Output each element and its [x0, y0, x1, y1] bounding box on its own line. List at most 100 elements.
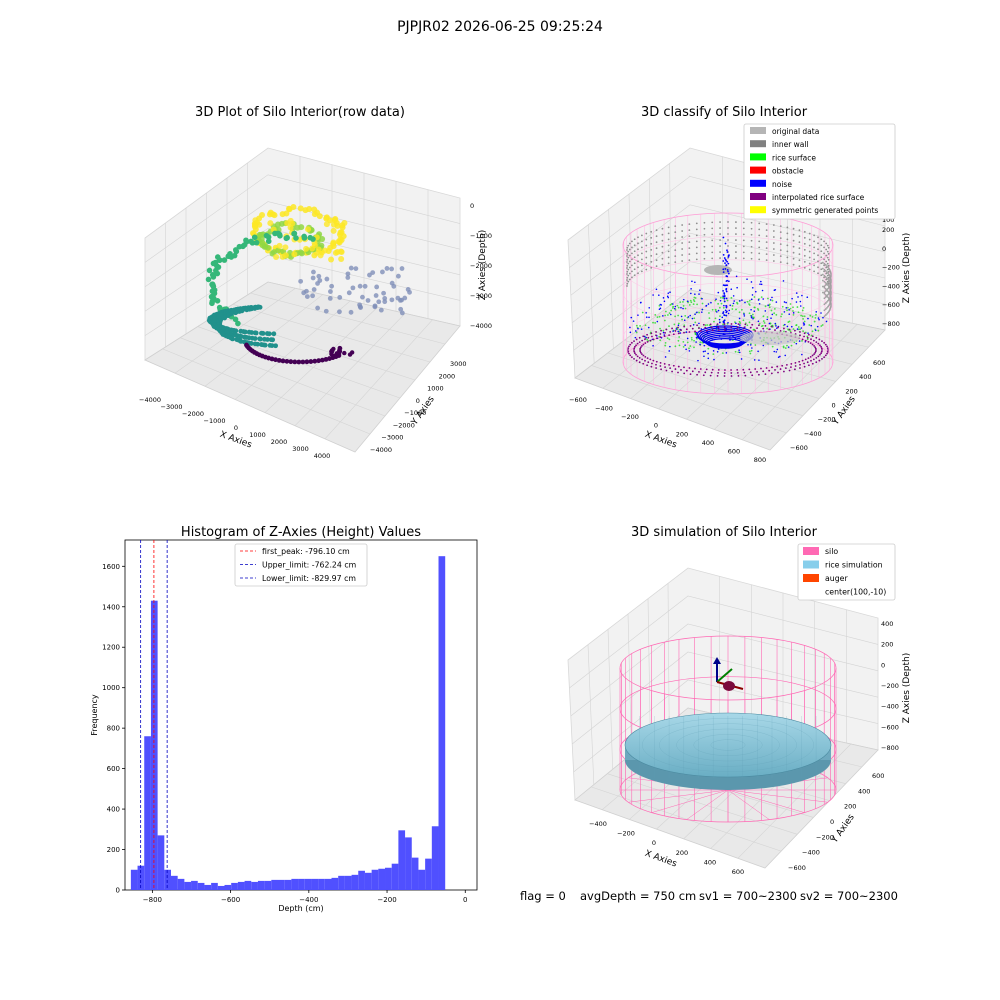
classify-point: [811, 315, 814, 318]
classify-point: [742, 239, 745, 242]
grid-line: [569, 595, 879, 689]
classify-point: [719, 315, 721, 318]
classify-point: [757, 320, 760, 323]
classify-point: [682, 307, 684, 310]
tick-label: 200: [676, 430, 688, 438]
classify-point: [658, 294, 660, 296]
classify-point: [723, 372, 726, 374]
tick-label: −400: [589, 820, 607, 828]
classify-point: [820, 312, 822, 314]
classify-point: [633, 262, 636, 265]
classify-point: [753, 310, 756, 313]
classify-point: [749, 371, 752, 374]
classify-point: [738, 311, 741, 314]
classify-point: [674, 305, 677, 308]
classify-point: [798, 229, 801, 232]
classify-legend: original data inner wall rice surface obsta…: [743, 123, 896, 220]
histogram-bar: [344, 875, 352, 890]
raw-point: [210, 295, 217, 302]
classify-point: [826, 250, 829, 253]
classify-point: [796, 328, 799, 330]
raw-point: [398, 306, 404, 312]
classify-point: [756, 327, 758, 330]
classify-point: [701, 341, 704, 344]
classify-point: [747, 343, 749, 346]
classify-point: [726, 275, 729, 278]
classify-point: [723, 257, 726, 259]
classify-point: [685, 369, 688, 372]
classify-point: [701, 302, 704, 305]
tick-label: −1000: [470, 232, 492, 240]
classify-point: [757, 299, 760, 301]
auger-axis-z-head: [713, 657, 721, 664]
classify-point: [688, 347, 690, 350]
histogram-bar: [191, 880, 198, 890]
rice-mesh: [676, 728, 780, 762]
classify-point: [818, 359, 821, 362]
classify-point: [663, 319, 666, 322]
classify-point: [818, 338, 821, 341]
classify-point: [701, 308, 704, 311]
classify-point: [664, 342, 667, 344]
classify-point: [626, 270, 629, 273]
classify-point: [646, 340, 649, 343]
panel-classify-3d: 3D classify of Silo Interior −600 −400 −20…: [567, 105, 912, 464]
classify-point: [683, 325, 686, 328]
raw-point: [332, 249, 339, 256]
raw-point: [279, 253, 286, 260]
classify-point: [667, 256, 670, 259]
classify-point: [635, 338, 638, 341]
classify-point: [823, 240, 825, 243]
histogram-y-ticks: 0 200 400 600 800 1000 1200 1400 1600: [102, 563, 125, 895]
classify-point: [633, 357, 635, 360]
classify-point: [628, 242, 631, 245]
classify-point: [726, 299, 729, 302]
classify-point: [736, 326, 739, 329]
classify-point: [821, 324, 824, 326]
classify-point: [795, 342, 798, 345]
classify-point: [695, 252, 698, 255]
classify-point: [783, 370, 785, 373]
classify-point: [806, 361, 809, 364]
classify-point: [752, 328, 755, 331]
classify-point: [711, 257, 714, 260]
classify-point: [798, 265, 801, 268]
footer-avg-depth: avgDepth = 750 cm: [580, 889, 696, 903]
histogram-title: Histogram of Z-Axies (Height) Values: [181, 525, 421, 540]
classify-point: [688, 229, 691, 232]
classify-point: [830, 304, 832, 306]
tick-label: 0: [881, 661, 885, 669]
classify-point: [765, 259, 768, 262]
tick-label: −800: [882, 320, 900, 328]
classify-point: [702, 323, 705, 326]
classify-point: [696, 311, 698, 314]
classify-point: [808, 238, 811, 241]
classify-point: [813, 246, 816, 249]
raw-point: [327, 296, 333, 301]
classify-point: [633, 238, 636, 241]
classify-point: [642, 335, 645, 338]
raw-point-cloud: [205, 204, 412, 365]
y-tick-label: 1400: [102, 603, 120, 611]
classify-point: [631, 252, 633, 255]
raw-point: [291, 230, 298, 237]
classify-point: [722, 284, 725, 287]
classify-point: [633, 268, 636, 271]
classify-point: [748, 329, 751, 332]
classify-point: [777, 326, 779, 329]
classify-point: [754, 368, 757, 370]
classify-point: [678, 344, 681, 347]
classify-point: [723, 295, 726, 298]
raw-point: [348, 309, 354, 315]
classify-point: [817, 242, 819, 245]
classify-point: [735, 233, 737, 235]
tick-label: −1000: [404, 409, 426, 417]
classify-point: [630, 356, 633, 359]
classify-point: [823, 286, 826, 289]
classify-point: [727, 227, 729, 229]
tick-label: 0: [470, 202, 474, 210]
classify-point: [692, 303, 695, 306]
classify-point: [724, 329, 726, 331]
